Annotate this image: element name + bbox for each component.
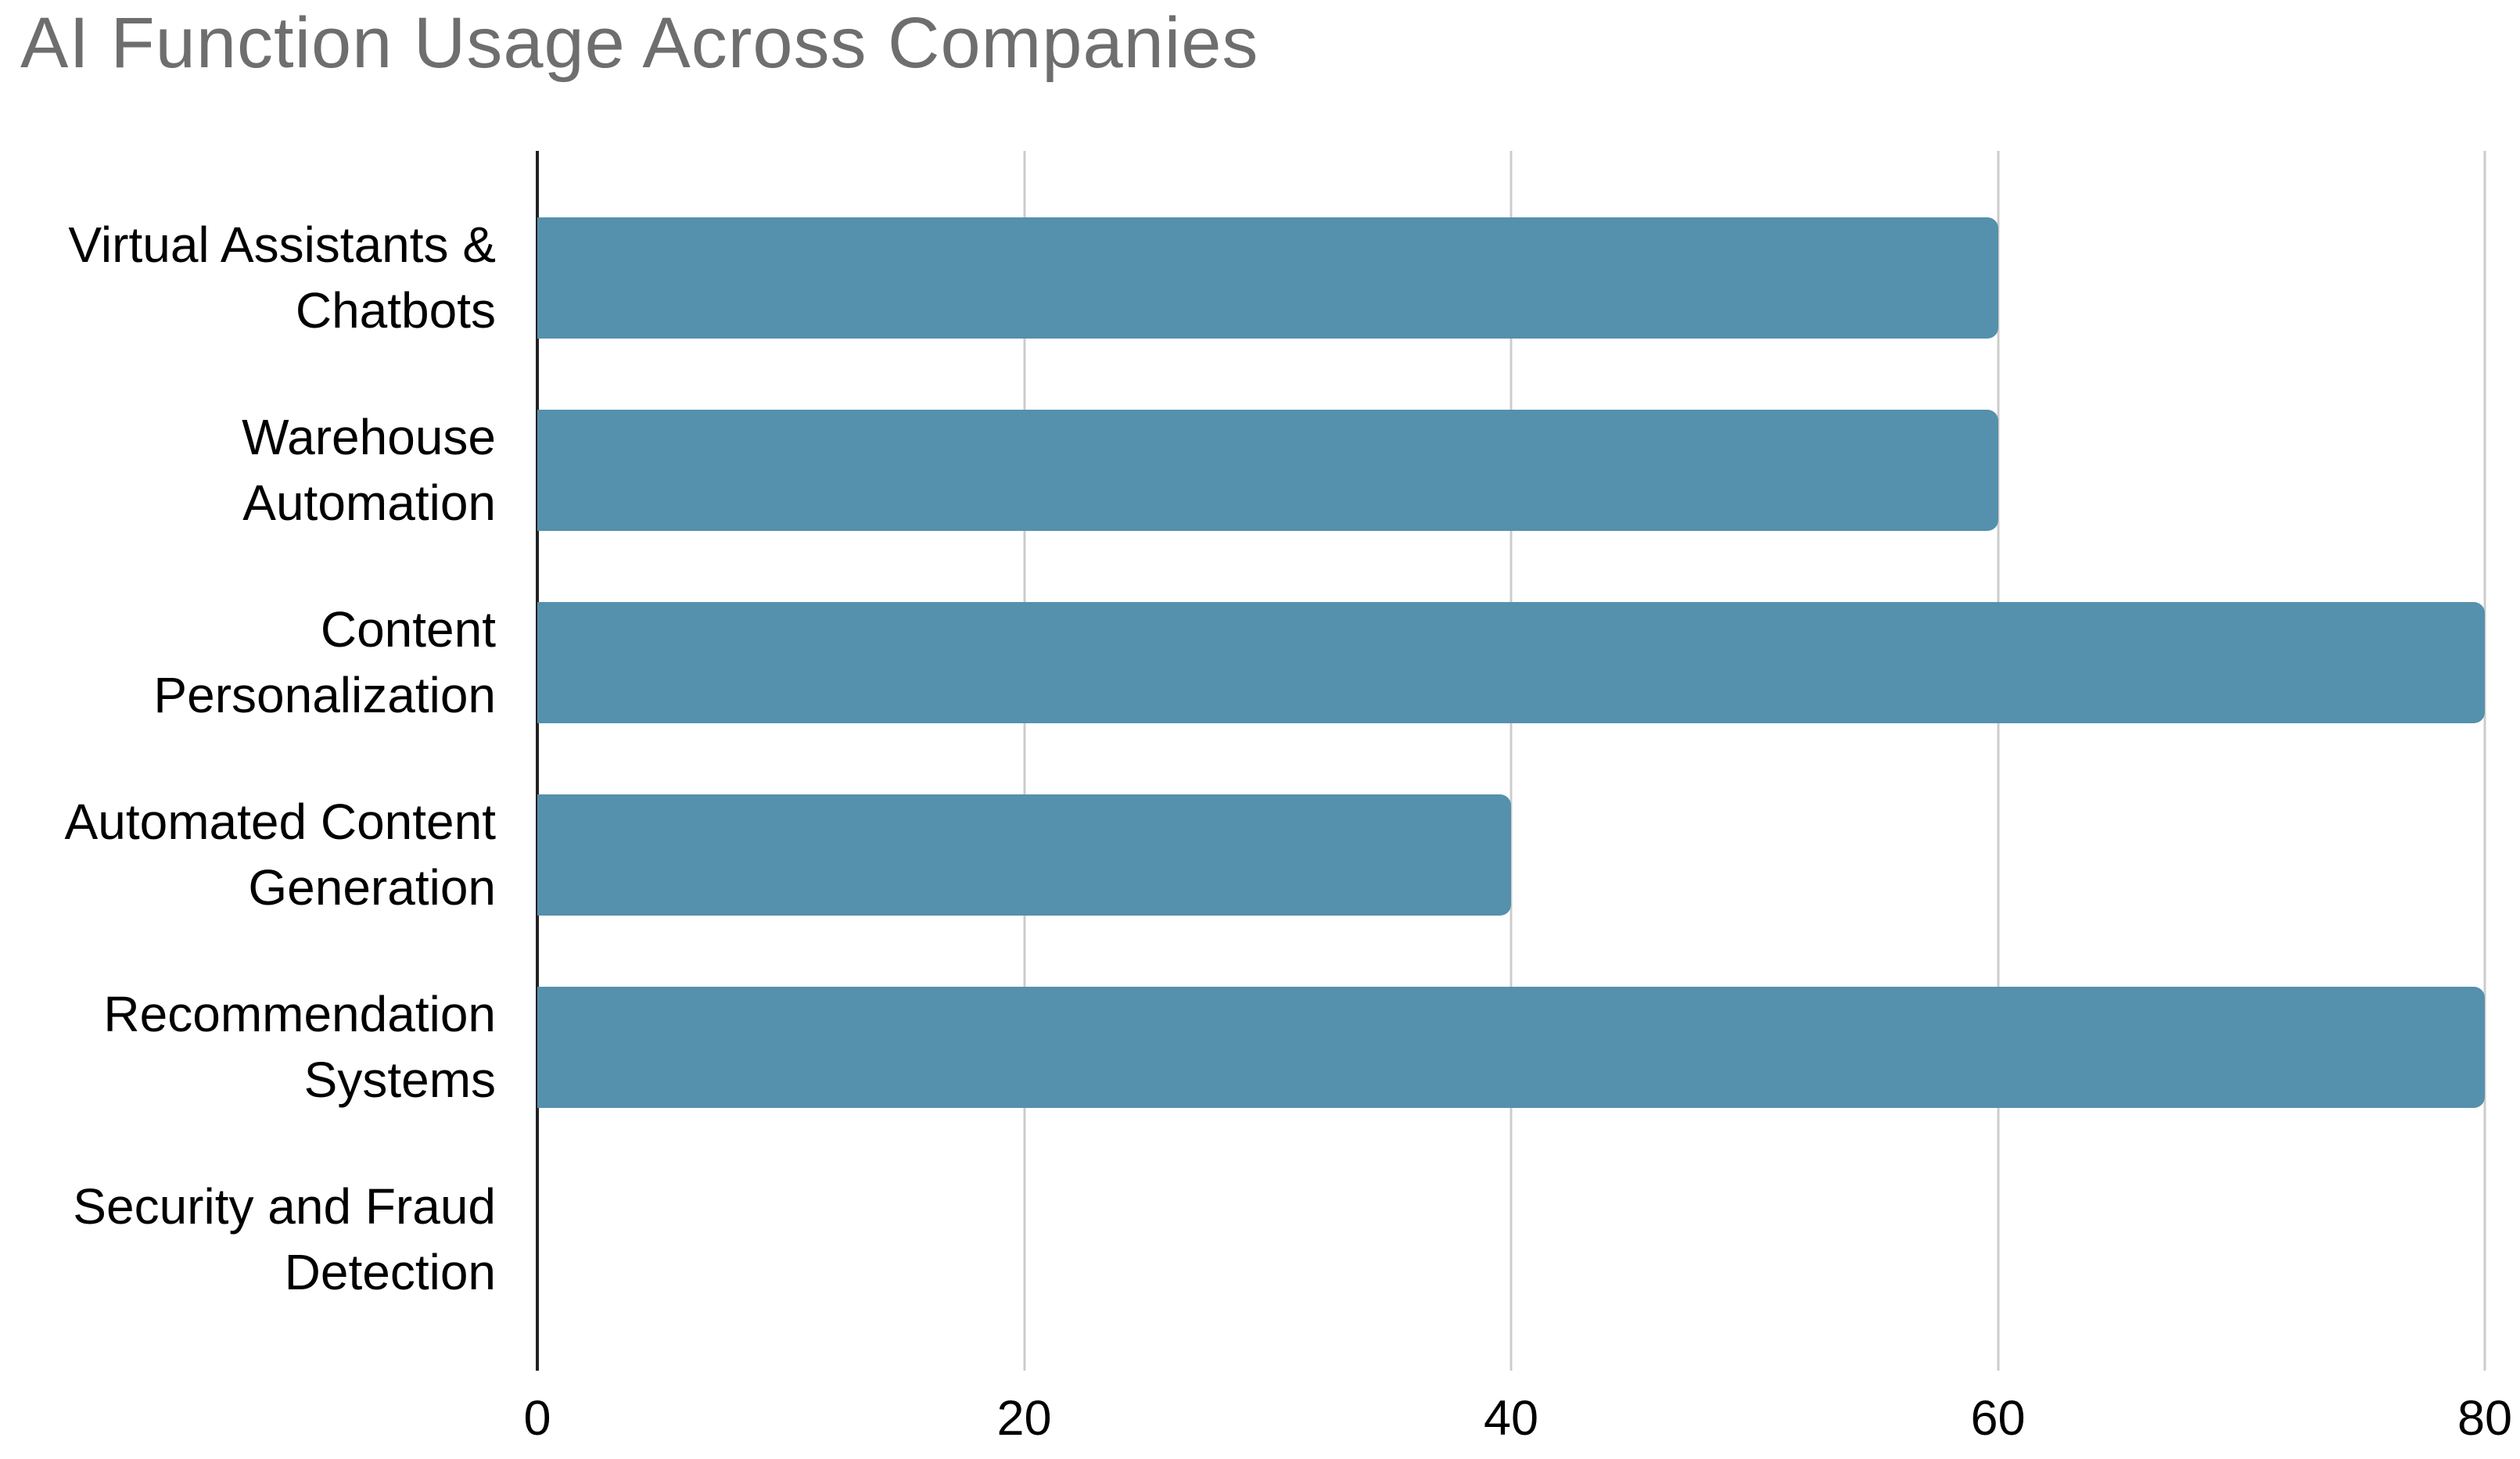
category-label-line: Warehouse xyxy=(242,409,496,465)
category-label-line: Personalization xyxy=(153,667,496,723)
bar xyxy=(537,794,1511,916)
y-axis-line xyxy=(536,151,539,1371)
category-label: Automated Content Generation xyxy=(0,758,517,951)
bar-series xyxy=(537,181,2485,1335)
value-axis-labels: 0 20 40 60 80 xyxy=(0,1391,2520,1454)
x-tick-label: 40 xyxy=(1483,1391,1539,1446)
category-label-line: Virtual Assistants & xyxy=(68,217,496,273)
bar-row xyxy=(537,758,2485,951)
category-label-line: Generation xyxy=(248,859,496,916)
x-tick-label: 20 xyxy=(996,1391,1052,1446)
category-label-line: Systems xyxy=(303,1052,496,1108)
bar-row xyxy=(537,951,2485,1143)
bar-row xyxy=(537,1143,2485,1335)
category-label: Virtual Assistants & Chatbots xyxy=(0,181,517,374)
x-tick-label: 0 xyxy=(523,1391,551,1446)
category-label: Content Personalization xyxy=(0,566,517,758)
bar xyxy=(537,217,1998,339)
bar-row xyxy=(537,566,2485,758)
category-label-line: Automated Content xyxy=(64,794,496,850)
x-tick-label: 60 xyxy=(1970,1391,2026,1446)
gridline xyxy=(1997,151,1999,1371)
gridline xyxy=(1023,151,1025,1371)
category-label: Security and Fraud Detection xyxy=(0,1143,517,1335)
bar xyxy=(537,409,1998,531)
x-tick-label: 80 xyxy=(2457,1391,2513,1446)
category-label-line: Security and Fraud xyxy=(73,1178,496,1235)
category-label: Warehouse Automation xyxy=(0,374,517,566)
category-axis-labels: Virtual Assistants & Chatbots Warehouse Aut… xyxy=(0,181,517,1335)
bar-row xyxy=(537,374,2485,566)
chart-title: AI Function Usage Across Companies xyxy=(20,3,1259,83)
category-label-line: Chatbots xyxy=(295,282,496,339)
bar-row xyxy=(537,181,2485,374)
gridline xyxy=(1509,151,1513,1371)
category-label-line: Automation xyxy=(242,475,496,531)
bar xyxy=(537,986,2485,1108)
gridline xyxy=(2483,151,2486,1371)
plot-area xyxy=(536,151,2486,1371)
category-label-line: Detection xyxy=(284,1244,496,1300)
category-label-line: Content xyxy=(320,601,496,658)
category-label: Recommendation Systems xyxy=(0,951,517,1143)
category-label-line: Recommendation xyxy=(103,986,496,1042)
bar xyxy=(537,601,2485,723)
